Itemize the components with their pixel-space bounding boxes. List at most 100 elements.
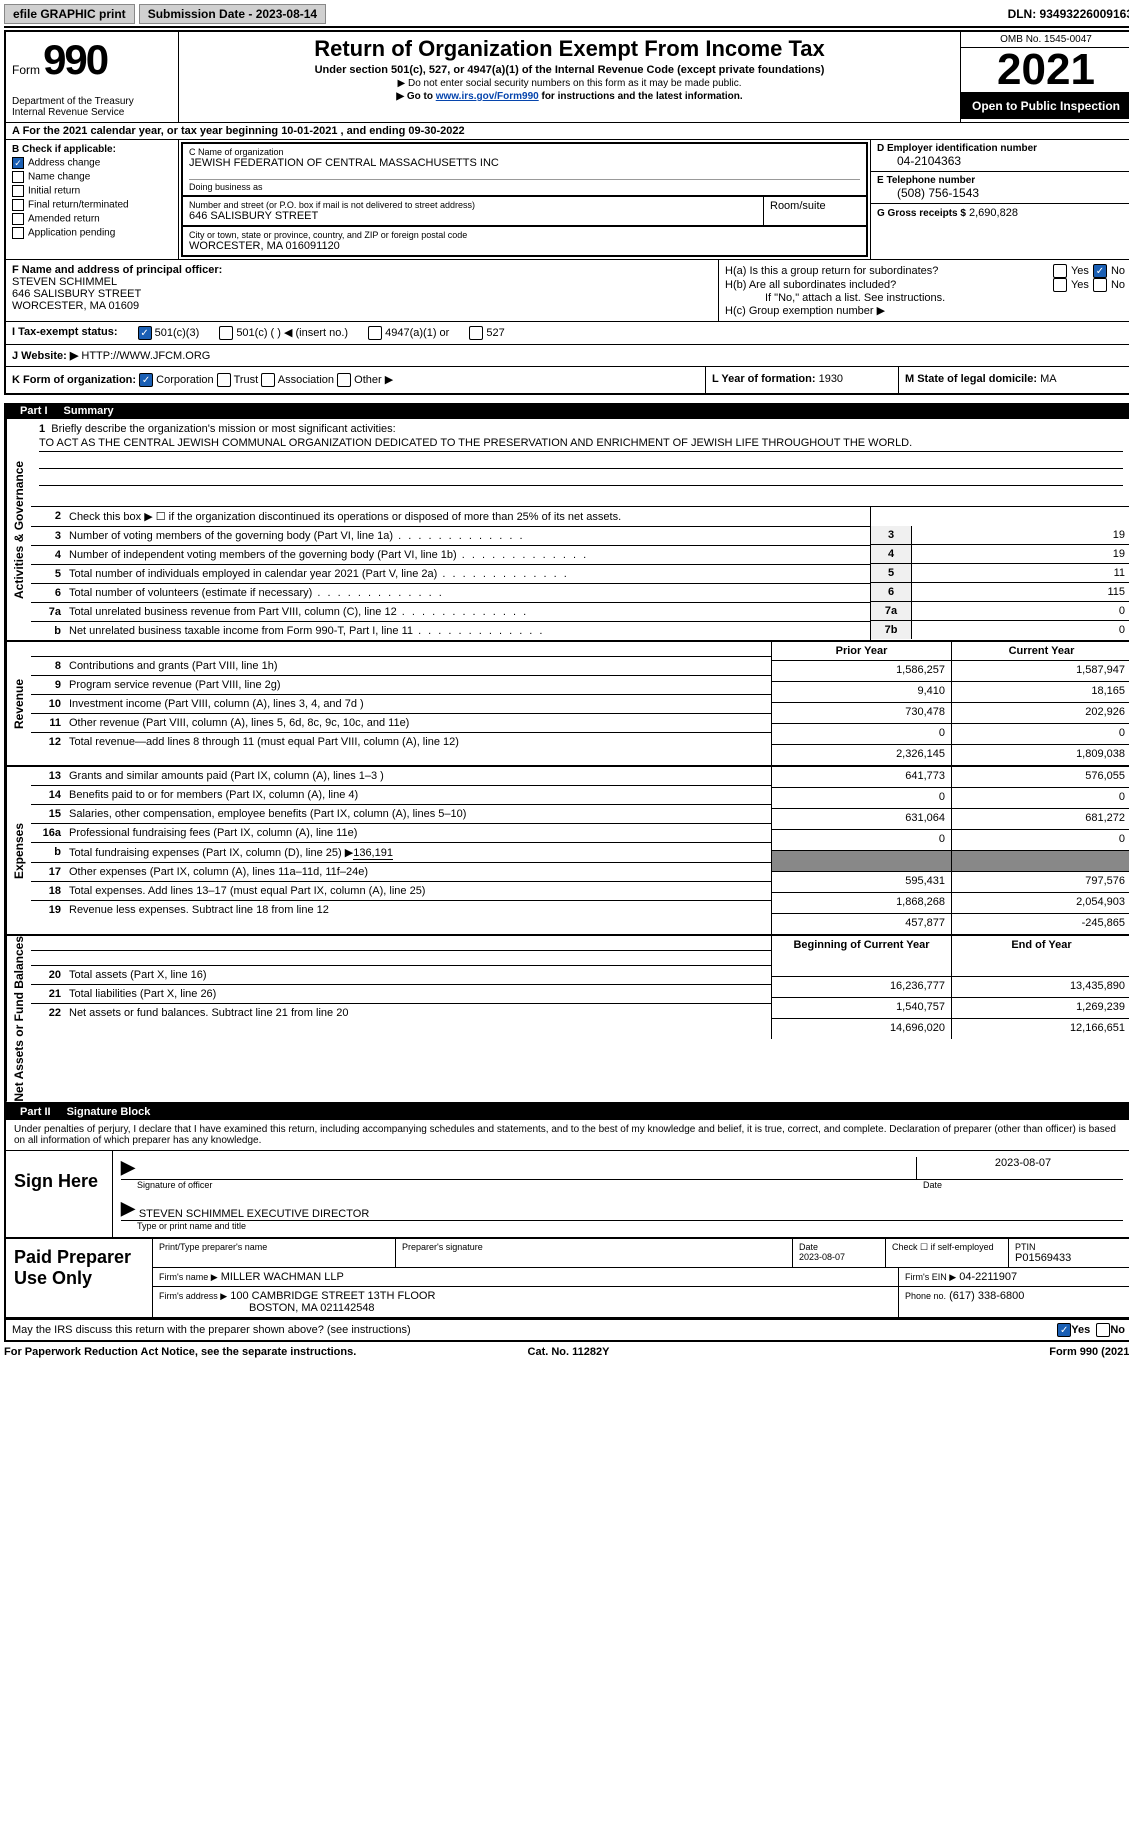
line-1-label: Briefly describe the organization's miss… bbox=[51, 423, 395, 435]
phone-label: Phone no. bbox=[905, 1291, 946, 1301]
check-4947[interactable] bbox=[368, 326, 382, 340]
p13: 641,773 bbox=[772, 767, 951, 788]
section-bcd: B Check if applicable: Address change Na… bbox=[4, 139, 1129, 259]
goto-pre: ▶ Go to bbox=[396, 91, 435, 102]
part-2-title: Signature Block bbox=[67, 1106, 151, 1118]
form-note-2: ▶ Go to www.irs.gov/Form990 for instruct… bbox=[185, 91, 954, 102]
hb-note: If "No," attach a list. See instructions… bbox=[725, 292, 1125, 304]
hb-no[interactable]: No bbox=[1111, 279, 1125, 291]
prep-name-label: Print/Type preparer's name bbox=[159, 1242, 389, 1252]
line-19: Revenue less expenses. Subtract line 18 … bbox=[65, 901, 771, 919]
lbl-trust: Trust bbox=[234, 374, 259, 386]
line-14: Benefits paid to or for members (Part IX… bbox=[65, 786, 771, 804]
check-amended-return[interactable]: Amended return bbox=[12, 213, 172, 225]
check-assoc[interactable] bbox=[261, 373, 275, 387]
officer-name-title: STEVEN SCHIMMEL EXECUTIVE DIRECTOR bbox=[139, 1208, 1123, 1220]
paperwork-notice: For Paperwork Reduction Act Notice, see … bbox=[4, 1346, 380, 1358]
line-17: Other expenses (Part IX, column (A), lin… bbox=[65, 863, 771, 881]
c12: 1,809,038 bbox=[952, 745, 1129, 765]
line-4: Number of independent voting members of … bbox=[65, 546, 870, 564]
signature-section: Under penalties of perjury, I declare th… bbox=[4, 1120, 1129, 1319]
sig-date: 2023-08-07 bbox=[916, 1157, 1123, 1179]
submission-date-button[interactable]: Submission Date - 2023-08-14 bbox=[139, 4, 326, 24]
check-self-employed[interactable]: Check ☐ if self-employed bbox=[892, 1242, 1002, 1253]
firm-addr1: 100 CAMBRIDGE STREET 13TH FLOOR bbox=[230, 1290, 435, 1302]
p18: 1,868,268 bbox=[772, 893, 951, 914]
prep-date-label: Date bbox=[799, 1242, 879, 1252]
check-app-pending[interactable]: Application pending bbox=[12, 227, 172, 239]
summary-expenses: Expenses 13Grants and similar amounts pa… bbox=[4, 767, 1129, 936]
summary-revenue: Revenue 8Contributions and grants (Part … bbox=[4, 642, 1129, 767]
c15: 681,272 bbox=[952, 809, 1129, 830]
lbl-assoc: Association bbox=[278, 374, 334, 386]
c17: 797,576 bbox=[952, 872, 1129, 893]
line-22: Net assets or fund balances. Subtract li… bbox=[65, 1004, 771, 1022]
form-title: Return of Organization Exempt From Incom… bbox=[185, 36, 954, 62]
box-m: M State of legal domicile: MA bbox=[898, 367, 1129, 393]
box-d: D Employer identification number 04-2104… bbox=[870, 140, 1129, 259]
check-trust[interactable] bbox=[217, 373, 231, 387]
firm-name: MILLER WACHMAN LLP bbox=[221, 1271, 344, 1283]
line-16a: Professional fundraising fees (Part IX, … bbox=[65, 824, 771, 842]
org-name-label: C Name of organization bbox=[189, 147, 860, 157]
c19: -245,865 bbox=[952, 914, 1129, 934]
check-initial-return[interactable]: Initial return bbox=[12, 185, 172, 197]
check-corp[interactable] bbox=[139, 373, 153, 387]
irs-link[interactable]: www.irs.gov/Form990 bbox=[436, 91, 539, 102]
officer-street: 646 SALISBURY STREET bbox=[12, 288, 712, 300]
check-527[interactable] bbox=[469, 326, 483, 340]
state-domicile: MA bbox=[1040, 373, 1057, 385]
ha-no[interactable]: No bbox=[1111, 265, 1125, 277]
row-klm: K Form of organization: Corporation Trus… bbox=[4, 366, 1129, 395]
room-label: Room/suite bbox=[770, 200, 860, 212]
p10: 730,478 bbox=[772, 703, 951, 724]
discuss-yes-check[interactable] bbox=[1057, 1323, 1071, 1337]
c8: 1,587,947 bbox=[952, 661, 1129, 682]
line-10: Investment income (Part VIII, column (A)… bbox=[65, 695, 771, 713]
top-toolbar: efile GRAPHIC print Submission Date - 20… bbox=[4, 4, 1129, 28]
discuss-no-check[interactable] bbox=[1096, 1323, 1110, 1337]
city-value: WORCESTER, MA 016091120 bbox=[189, 240, 860, 252]
ha-yes[interactable]: Yes bbox=[1071, 265, 1089, 277]
discuss-no: No bbox=[1110, 1324, 1125, 1336]
header-center: Return of Organization Exempt From Incom… bbox=[179, 32, 960, 122]
p11: 0 bbox=[772, 724, 951, 745]
firm-ein: 04-2211907 bbox=[959, 1271, 1017, 1283]
check-address-change[interactable]: Address change bbox=[12, 157, 172, 169]
p9: 9,410 bbox=[772, 682, 951, 703]
cat-number: Cat. No. 11282Y bbox=[380, 1346, 756, 1358]
lbl-501c3: 501(c)(3) bbox=[155, 327, 200, 339]
efile-print-button[interactable]: efile GRAPHIC print bbox=[4, 4, 135, 24]
check-501c3[interactable] bbox=[138, 326, 152, 340]
c16b-grey bbox=[952, 851, 1129, 872]
val-7a: 0 bbox=[912, 602, 1129, 620]
hb-yes[interactable]: Yes bbox=[1071, 279, 1089, 291]
line-2: Check this box ▶ ☐ if the organization d… bbox=[65, 507, 870, 526]
prep-sig-label: Preparer's signature bbox=[402, 1242, 786, 1252]
website-value: HTTP://WWW.JFCM.ORG bbox=[81, 350, 210, 362]
header-left: Form 990 Department of the Treasury Inte… bbox=[6, 32, 179, 122]
type-name-label: Type or print name and title bbox=[121, 1221, 1123, 1231]
city-label: City or town, state or province, country… bbox=[189, 230, 860, 240]
paid-preparer-section: Paid Preparer Use Only Print/Type prepar… bbox=[6, 1237, 1129, 1317]
form-subtitle: Under section 501(c), 527, or 4947(a)(1)… bbox=[185, 64, 954, 76]
p16b-grey bbox=[772, 851, 951, 872]
summary-netassets: Net Assets or Fund Balances 20Total asse… bbox=[4, 936, 1129, 1104]
firm-addr2: BOSTON, MA 021142548 bbox=[159, 1302, 375, 1314]
c13: 576,055 bbox=[952, 767, 1129, 788]
check-501c[interactable] bbox=[219, 326, 233, 340]
line-5: Total number of individuals employed in … bbox=[65, 565, 870, 583]
part-1-num: Part I bbox=[12, 405, 56, 417]
p20: 16,236,777 bbox=[772, 977, 951, 998]
check-final-return[interactable]: Final return/terminated bbox=[12, 199, 172, 211]
check-name-change[interactable]: Name change bbox=[12, 171, 172, 183]
p8: 1,586,257 bbox=[772, 661, 951, 682]
form-footer: Form 990 (2021) bbox=[757, 1346, 1129, 1358]
ptin-value: P01569433 bbox=[1015, 1252, 1125, 1264]
p19: 457,877 bbox=[772, 914, 951, 934]
dba-label: Doing business as bbox=[189, 182, 860, 192]
line-7b: Net unrelated business taxable income fr… bbox=[65, 622, 870, 640]
box-k-label: K Form of organization: bbox=[12, 374, 136, 386]
c21: 1,269,239 bbox=[952, 998, 1129, 1019]
check-other[interactable] bbox=[337, 373, 351, 387]
